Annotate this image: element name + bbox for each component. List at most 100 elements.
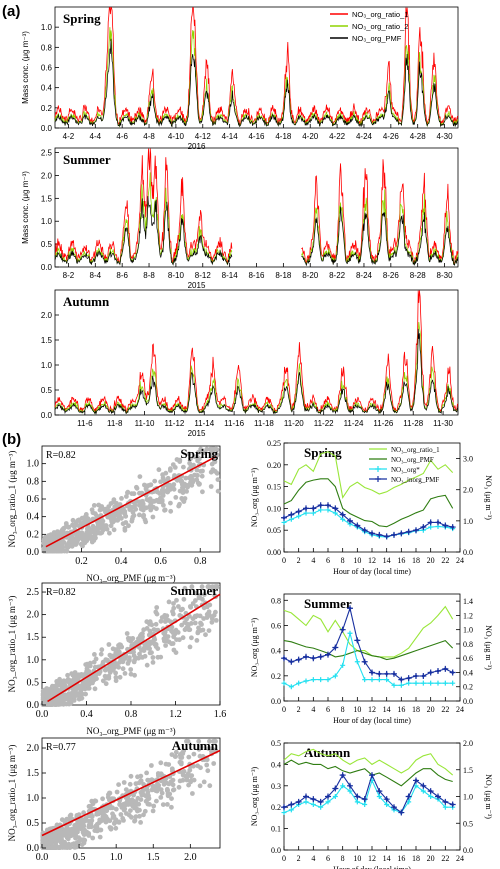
scatter-point <box>71 524 77 529</box>
scatter-point <box>204 446 210 452</box>
scatter-point <box>123 513 129 519</box>
scatter-point <box>94 513 99 519</box>
series-line <box>283 748 454 776</box>
scatter-point <box>88 536 94 542</box>
scatter-summer: 0.0 0.5 1.0 1.5 2.0 2.5 0.0 0.4 0.8 1.2 1.6 R=0.82 S… <box>7 582 226 736</box>
scatter-point <box>126 658 132 664</box>
scatter-point <box>152 637 158 642</box>
scatter-point <box>155 654 161 660</box>
scatter-point <box>94 828 100 834</box>
scatter-point <box>169 628 174 634</box>
scatter-point <box>75 518 81 523</box>
scatter-point <box>84 526 90 532</box>
series-marker <box>332 794 338 799</box>
series-marker-dot <box>341 513 345 517</box>
series-marker-dot <box>348 784 352 788</box>
scatter-point <box>96 502 102 508</box>
series-pmf-line <box>54 328 459 416</box>
x-tick-label: 0 <box>282 556 286 565</box>
scatter-point <box>105 514 111 520</box>
scatter-point <box>206 609 212 615</box>
scatter-point <box>116 820 122 825</box>
y-tick-label: 0.5 <box>27 677 40 688</box>
panel-a-label: (a) <box>2 3 20 20</box>
x-tick-label: 18 <box>412 854 420 863</box>
series-marker-dot <box>385 797 389 801</box>
scatter-point <box>121 780 127 785</box>
scatter-point <box>133 781 139 787</box>
x-tick-label: 8 <box>341 556 345 565</box>
x-tick-label: 11-28 <box>403 419 423 428</box>
scatter-point <box>83 691 88 697</box>
scatter-point <box>80 822 86 828</box>
series-marker <box>376 794 382 799</box>
scatter-point <box>60 527 66 532</box>
scatter-point <box>73 672 79 677</box>
scatter-point <box>215 488 221 494</box>
series-marker <box>281 519 287 525</box>
scatter-point <box>144 619 150 625</box>
scatter-point <box>182 483 188 489</box>
scatter-point <box>212 469 218 474</box>
series-marker <box>310 510 316 516</box>
x-tick-label: 0.5 <box>73 852 86 863</box>
y-tick-label: 2.0 <box>27 610 40 621</box>
scatter-point <box>83 831 89 837</box>
y-tick-label: 2.5 <box>27 587 40 598</box>
scatter-point <box>103 681 109 687</box>
scatter-point <box>117 659 122 665</box>
scatter-point <box>116 643 121 648</box>
scatter-point <box>66 543 72 548</box>
series-marker <box>384 802 390 808</box>
scatter-point <box>104 806 110 812</box>
scatter-point <box>215 477 221 482</box>
y-tick-label-left: 0.00 <box>267 548 281 557</box>
x-tick-label: 8 <box>341 705 345 714</box>
scatter-point <box>153 621 159 627</box>
scatter-point <box>109 519 115 524</box>
scatter-point <box>188 779 194 785</box>
x-tick-label: 11-12 <box>164 419 184 428</box>
scatter-point <box>208 469 214 475</box>
scatter-point <box>188 463 194 469</box>
series-marker <box>450 680 456 686</box>
scatter-point <box>50 546 56 552</box>
scatter-point <box>213 618 219 623</box>
x-tick-label: 10 <box>353 705 361 714</box>
scatter-point <box>204 762 210 768</box>
x-tick-label: 20 <box>427 854 435 863</box>
scatter-point <box>186 451 192 457</box>
scatter-point <box>170 641 176 646</box>
series-marker-dot <box>399 811 403 814</box>
scatter-point <box>166 599 172 605</box>
y-tick-label: 0.0 <box>41 263 53 272</box>
x-tick-label: 11-14 <box>194 419 214 428</box>
fit-line <box>41 749 221 837</box>
x-tick-label: 16 <box>397 705 405 714</box>
legend-marker <box>375 466 381 472</box>
diurnal-spring: 0.000.050.100.150.200.250.01.02.03.00 2 4 6… <box>250 439 493 576</box>
y-tick-label-right: 1.0 <box>463 517 473 526</box>
scatter-point <box>49 833 54 839</box>
scatter-point <box>78 686 84 692</box>
scatter-autumn: 0.0 0.5 1.0 1.5 2.0 0.0 0.5 1.0 1.5 2.0 R=0.77 Autu… <box>7 737 221 863</box>
series-line <box>283 639 454 661</box>
series-marker-dot <box>392 805 396 809</box>
scatter-point <box>138 820 144 825</box>
series-marker <box>347 630 353 636</box>
scatter-point <box>207 738 212 744</box>
scatter-point <box>176 604 181 609</box>
scatter-point <box>111 527 117 533</box>
x-tick-label: 8-24 <box>356 271 373 280</box>
series-marker <box>420 680 426 686</box>
x-tick-label: 4-24 <box>356 132 373 141</box>
scatter-point <box>205 584 211 590</box>
scatter-point <box>65 672 70 678</box>
scatter-point <box>168 619 174 625</box>
scatter-point <box>116 664 121 670</box>
scatter-point <box>200 489 205 495</box>
series-marker-dot <box>311 797 315 801</box>
x-tick-label: 10 <box>353 556 361 565</box>
scatter-point <box>59 539 65 544</box>
